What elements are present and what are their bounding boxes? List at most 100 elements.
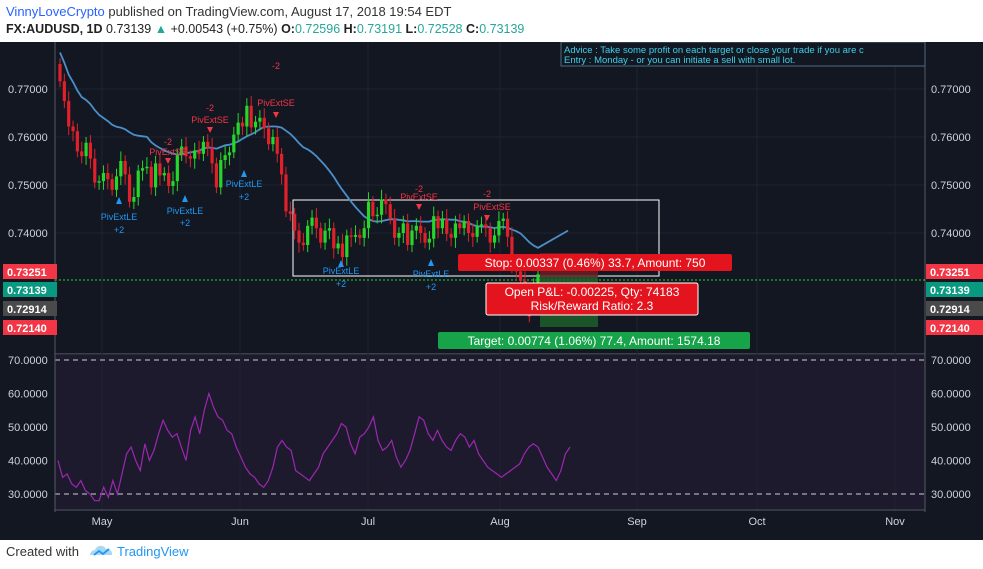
buy-signal: PivExtLE +2 — [226, 170, 263, 202]
buy-arrow-icon — [241, 170, 247, 177]
candle-body — [432, 216, 436, 239]
target-label-box[interactable] — [438, 332, 750, 349]
candle-body — [419, 225, 423, 233]
range-box[interactable] — [292, 199, 660, 277]
candle-body — [297, 230, 301, 243]
candle-body — [519, 271, 523, 281]
up-arrow-icon: ▲ — [154, 22, 168, 36]
rsi-tick-label: 70.0000 — [8, 355, 48, 367]
price-change: +0.00543 (+0.75%) — [170, 22, 278, 36]
chart-svg[interactable]: -2 PivExtSE -2 PivExtSE -2 PivExtSE -2 P… — [0, 41, 983, 540]
stop-label: Stop: 0.00337 (0.46%) 33.7, Amount: 750 — [485, 256, 706, 270]
signals-group: -2 PivExtSE -2 PivExtSE -2 PivExtSE -2 P… — [101, 61, 511, 292]
chart-area[interactable]: -2 PivExtSE -2 PivExtSE -2 PivExtSE -2 P… — [0, 41, 983, 540]
candle-body — [345, 235, 349, 257]
candle-body — [293, 213, 297, 231]
high-label: H: — [343, 22, 357, 36]
candle-body — [388, 204, 392, 219]
candle-body — [393, 218, 397, 238]
candle-body — [62, 81, 66, 101]
symbol-name: FX:AUDUSD, 1D — [6, 22, 103, 36]
price-tick-label: 0.75000 — [931, 180, 971, 192]
pane-separator[interactable] — [55, 353, 925, 355]
candle-body — [536, 274, 540, 286]
rsi-line — [57, 391, 571, 502]
time-tick-label: Nov — [885, 516, 905, 528]
candle-body — [175, 155, 179, 182]
candle-body — [505, 218, 510, 237]
sell-arrow-icon — [416, 204, 422, 210]
candle-body — [288, 211, 292, 214]
moving-average-line — [59, 52, 569, 249]
pnl-label-box[interactable] — [485, 282, 699, 316]
rsi-polyline — [57, 391, 571, 502]
buy-signal: PivExtLE +2 — [101, 197, 138, 235]
rr-label: Risk/Reward Ratio: 2.3 — [531, 299, 654, 313]
rsi-tick-label: 50.0000 — [8, 422, 48, 434]
candle-body — [262, 117, 266, 129]
candle-body — [406, 223, 410, 245]
candle-body — [167, 173, 171, 186]
time-tick-label: May — [92, 516, 113, 528]
price-label: 0.72140 — [7, 323, 47, 335]
candle-body — [310, 217, 314, 226]
sell-arrow-icon — [484, 215, 490, 221]
price-label-box — [3, 320, 57, 335]
tradingview-logo-icon[interactable] — [88, 543, 114, 559]
price-label: 0.72914 — [7, 304, 48, 316]
open-label: O: — [281, 22, 295, 36]
candle-body — [440, 218, 444, 229]
tradingview-link[interactable]: TradingView — [117, 544, 189, 559]
svg-text:PivExtLE: PivExtLE — [101, 212, 138, 222]
close-value: 0.73139 — [479, 22, 525, 36]
buy-arrow-icon — [116, 197, 122, 204]
last-price: 0.73139 — [106, 22, 152, 36]
candle-body — [449, 233, 453, 238]
pnl-label: Open P&L: -0.00225, Qty: 74183 — [505, 285, 680, 299]
rsi-tick-label: 40.0000 — [931, 456, 971, 468]
candle-body — [301, 242, 305, 245]
candle-body — [488, 228, 492, 243]
candle-body — [127, 174, 132, 202]
candle-body — [423, 233, 427, 243]
price-label: 0.72914 — [930, 304, 971, 316]
candle-body — [453, 223, 458, 238]
svg-text:-2: -2 — [483, 189, 491, 199]
candle-body — [327, 228, 332, 231]
candle-body — [358, 234, 362, 238]
candle-body — [349, 235, 353, 237]
rsi-pane[interactable] — [55, 354, 925, 509]
time-tick-label: Jul — [361, 516, 375, 528]
candle-body — [201, 141, 205, 154]
candle-body — [436, 216, 440, 229]
price-tick-label: 0.77000 — [8, 84, 48, 96]
time-tick-label: Sep — [627, 516, 647, 528]
svg-text:-2: -2 — [272, 61, 280, 71]
candle-body — [336, 243, 340, 249]
sell-signal: -2 PivExtSE — [473, 189, 511, 221]
price-label-box — [3, 301, 57, 316]
created-with-text: Created with — [6, 544, 79, 559]
candle-body — [80, 151, 84, 157]
candle-body — [266, 128, 271, 145]
grid-lines — [55, 42, 925, 510]
svg-text:PivExtSE: PivExtSE — [257, 98, 295, 108]
candle-body — [484, 224, 488, 229]
svg-text:-2: -2 — [206, 103, 214, 113]
candle-body — [249, 105, 253, 128]
candle-body — [258, 117, 262, 122]
candle-body — [497, 221, 501, 236]
candle-body — [510, 236, 514, 268]
candle-body — [245, 105, 249, 127]
candle-body — [184, 146, 188, 157]
chart-header: VinnyLoveCrypto published on TradingView… — [0, 0, 983, 42]
author-link[interactable]: VinnyLoveCrypto — [6, 4, 105, 19]
svg-text:PivExtLE: PivExtLE — [226, 179, 263, 189]
rsi-tick-label: 60.0000 — [8, 389, 48, 401]
stop-label-box[interactable] — [458, 254, 732, 271]
candle-body — [384, 199, 388, 205]
candle-body — [214, 163, 219, 188]
candle-body — [414, 225, 418, 231]
svg-text:+2: +2 — [426, 282, 436, 292]
candle-body — [123, 161, 127, 175]
